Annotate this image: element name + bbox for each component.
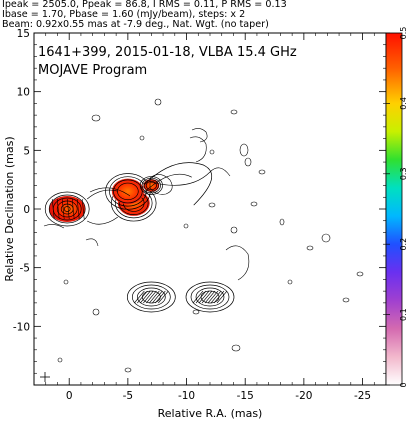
y-axis-label: Relative Declination (mas) [3, 136, 16, 281]
lobe-evpa-tick [134, 290, 145, 304]
lobe-evpa-tick [158, 290, 169, 304]
evpa-tick [56, 198, 60, 220]
colorbar-tick-label: 0.4 [399, 97, 408, 110]
lobe-contour [195, 287, 225, 307]
colorbar-tick-label: 0.2 [399, 238, 408, 251]
header-line-3: Beam: 0.92x0.55 mas at -7.9 deg., Nat. W… [2, 19, 269, 30]
lobe-evpa-tick [152, 290, 163, 304]
y-tick-label: -5 [20, 263, 30, 275]
x-tick-label: -15 [237, 390, 254, 402]
chart-subtitle: MOJAVE Program [38, 63, 147, 78]
header-line-2: Ibase = 1.70, Pbase = 1.60 (mJy/beam), s… [2, 9, 246, 20]
lobe-contour [185, 281, 235, 313]
knot-polarization-fill [111, 178, 144, 205]
evpa-tick [71, 198, 75, 220]
jet-knot-feature [105, 173, 151, 210]
lobe-evpa-tick [210, 290, 222, 304]
colorbar-tick-label: 0.5 [399, 27, 408, 40]
knot-contour [143, 179, 159, 192]
lobe-evpa-tick [137, 290, 148, 304]
plot-frame [33, 32, 387, 386]
lobe-evpa-tick [192, 290, 204, 304]
evpa-tick [66, 198, 70, 220]
lobe-evpa-tick [149, 290, 160, 304]
core-polarization-fill [49, 196, 86, 222]
core-feature [44, 191, 90, 227]
x-axis-label: Relative R.A. (mas) [158, 407, 263, 420]
colorbar-ticks: 0 0.1 0.2 0.3 0.4 0.5 [386, 27, 408, 388]
lobe-evpa-tick [207, 290, 219, 304]
lobe-feature [185, 281, 235, 313]
lobe-feature [126, 281, 176, 313]
lobe-contour [131, 284, 171, 310]
colorbar [385, 32, 403, 386]
evpa-tick [61, 198, 65, 220]
y-tick-label: -10 [13, 321, 30, 333]
lobe-evpa-tick [140, 290, 151, 304]
evpa-tick [81, 198, 85, 220]
lobe-contour [190, 284, 230, 310]
beam-marker [40, 372, 50, 382]
knot-polarization-fill [143, 179, 160, 192]
x-tick-label: -25 [354, 390, 371, 402]
chart-title: 1641+399, 2015-01-18, VLBA 15.4 GHz [38, 45, 297, 60]
lobe-evpa-tick [216, 290, 228, 304]
header-line-1: Ipeak = 2505.0, Ppeak = 86.8, I RMS = 0.… [2, 0, 287, 10]
x-tick-label: -5 [123, 390, 133, 402]
evpa-tick [76, 198, 80, 220]
lobe-evpa-tick [155, 290, 166, 304]
y-tick-label: 5 [23, 145, 30, 157]
y-axis-ticks: 15 10 5 0 -5 -10 [13, 28, 386, 374]
jet-contour [143, 162, 213, 206]
map-features [44, 162, 235, 313]
colorbar-tick-label: 0 [399, 382, 408, 387]
core-contour [63, 206, 71, 212]
noise-contours [43, 98, 364, 373]
knot-contour [113, 179, 143, 204]
lobe-evpa-tick [201, 290, 213, 304]
lobe-contour [136, 287, 166, 307]
x-tick-label: 0 [66, 390, 73, 402]
evpa-tick [51, 198, 55, 220]
lobe-evpa-tick [146, 290, 157, 304]
lobe-evpa-tick [204, 290, 216, 304]
y-tick-label: 0 [23, 204, 30, 216]
jet-knot-feature [139, 176, 163, 195]
colorbar-tick-label: 0.1 [399, 308, 408, 321]
y-tick-label: 10 [17, 87, 30, 99]
colorbar-tick-label: 0.3 [399, 167, 408, 180]
lobe-contour [126, 281, 176, 313]
core-contour [44, 191, 90, 227]
x-tick-label: -10 [178, 390, 195, 402]
lobe-evpa-tick [213, 290, 225, 304]
x-tick-label: -20 [295, 390, 312, 402]
lobe-evpa-tick [198, 290, 210, 304]
x-axis-ticks: 0 -5 -10 -15 -20 -25 [45, 33, 375, 402]
jet-contours [86, 162, 213, 225]
lobe-evpa-tick [195, 290, 207, 304]
jet-contour [86, 189, 118, 200]
jet-contour [87, 216, 118, 225]
lobe-evpa-tick [143, 290, 154, 304]
y-tick-label: 15 [17, 28, 30, 40]
core-contour [48, 194, 86, 224]
knot-contour [139, 176, 163, 195]
